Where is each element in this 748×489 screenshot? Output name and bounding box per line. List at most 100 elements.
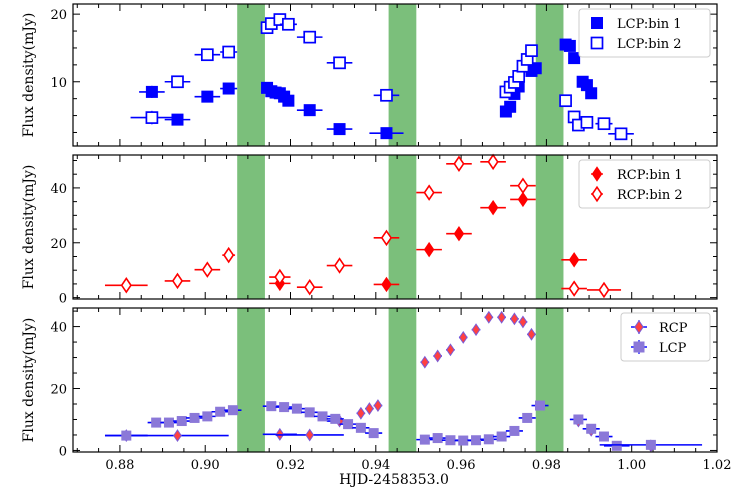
data-point bbox=[497, 310, 507, 324]
data-point bbox=[326, 257, 353, 274]
data-point bbox=[373, 229, 400, 247]
y-tick-label: 0 bbox=[59, 292, 67, 307]
series-lcp bbox=[104, 400, 703, 451]
data-point bbox=[416, 241, 442, 258]
x-tick-label: 0.88 bbox=[105, 458, 134, 473]
shaded-region-3 bbox=[535, 155, 564, 299]
marker bbox=[432, 433, 443, 444]
marker bbox=[274, 268, 286, 286]
data-point bbox=[480, 434, 498, 445]
series-rcp-bin-2 bbox=[104, 153, 622, 299]
data-point bbox=[586, 281, 622, 299]
marker bbox=[517, 191, 529, 208]
marker bbox=[518, 315, 528, 329]
plot-frame bbox=[72, 307, 718, 453]
data-point bbox=[326, 413, 344, 424]
marker bbox=[282, 17, 295, 31]
shaded-region-3 bbox=[535, 308, 564, 452]
data-point bbox=[429, 433, 447, 444]
panel-2: 0 20 40 Flux density(mJy) RCP:bin 1 RCP:bin 2 bbox=[21, 153, 718, 307]
marker bbox=[586, 423, 597, 434]
data-point bbox=[296, 30, 323, 44]
marker bbox=[611, 440, 622, 451]
data-point bbox=[510, 312, 519, 326]
marker bbox=[151, 417, 162, 428]
data-point bbox=[164, 272, 191, 290]
marker bbox=[458, 435, 469, 446]
data-point bbox=[446, 343, 455, 357]
legend-label: LCP bbox=[659, 341, 687, 356]
y-tick-label: 40 bbox=[50, 182, 67, 197]
marker bbox=[517, 177, 529, 194]
marker bbox=[222, 82, 235, 95]
marker bbox=[433, 349, 443, 363]
marker bbox=[355, 422, 366, 433]
data-point bbox=[356, 406, 366, 420]
x-tick-label: 0.92 bbox=[276, 458, 305, 473]
data-point bbox=[563, 39, 576, 52]
shaded-region-3 bbox=[535, 4, 564, 146]
data-point bbox=[504, 100, 517, 113]
panel-3: 0 20 40 Flux density(mJy) RCP LCP 0.88 0.90 0.92… bbox=[21, 307, 731, 473]
marker bbox=[145, 111, 159, 124]
marker bbox=[333, 123, 346, 136]
marker bbox=[227, 405, 238, 416]
data-point bbox=[369, 127, 404, 140]
data-point bbox=[580, 115, 594, 129]
marker bbox=[568, 280, 580, 297]
legend-label: LCP:bin 2 bbox=[617, 37, 682, 52]
data-point bbox=[527, 327, 536, 341]
series-lcp-bin-2 bbox=[130, 13, 634, 141]
marker bbox=[598, 281, 610, 299]
x-tick-label: 1.00 bbox=[617, 458, 646, 473]
data-point bbox=[139, 85, 165, 98]
marker bbox=[282, 94, 295, 107]
legend-item: RCP bbox=[631, 319, 688, 336]
legend-marker bbox=[634, 319, 644, 335]
data-point bbox=[446, 226, 472, 242]
marker bbox=[303, 104, 316, 117]
data-point bbox=[296, 278, 323, 296]
data-point bbox=[282, 94, 295, 107]
marker bbox=[559, 94, 572, 108]
marker bbox=[445, 435, 456, 446]
marker bbox=[202, 411, 213, 422]
legend-marker bbox=[591, 185, 603, 203]
legend-marker bbox=[633, 341, 645, 353]
marker bbox=[145, 85, 158, 98]
data-point bbox=[582, 423, 600, 434]
data-point bbox=[467, 435, 485, 446]
marker bbox=[420, 355, 430, 369]
marker bbox=[597, 117, 611, 131]
marker bbox=[215, 406, 226, 417]
legend-box bbox=[578, 8, 711, 58]
data-point bbox=[599, 439, 703, 450]
marker bbox=[509, 425, 520, 436]
series-rcp-bin-1 bbox=[269, 191, 587, 293]
marker bbox=[201, 90, 214, 103]
series-lcp-bin-1 bbox=[139, 38, 598, 140]
legend-box bbox=[578, 159, 711, 209]
data-point bbox=[288, 403, 306, 414]
marker bbox=[510, 312, 519, 326]
legend: LCP:bin 1 LCP:bin 2 bbox=[578, 8, 711, 58]
data-point bbox=[262, 401, 280, 412]
data-point bbox=[194, 90, 221, 103]
marker bbox=[381, 276, 392, 293]
data-point bbox=[104, 277, 148, 294]
data-point bbox=[373, 399, 383, 413]
x-axis-title: HJD-2458353.0 bbox=[339, 472, 449, 488]
marker bbox=[446, 343, 455, 357]
marker bbox=[419, 434, 430, 445]
data-point bbox=[313, 411, 332, 422]
data-point bbox=[339, 419, 357, 430]
legend-item: LCP:bin 2 bbox=[590, 36, 682, 52]
data-point bbox=[595, 117, 613, 131]
legend-item: RCP:bin 1 bbox=[591, 166, 683, 183]
data-point bbox=[173, 416, 191, 427]
data-point bbox=[164, 75, 191, 89]
data-point bbox=[275, 402, 293, 413]
data-point bbox=[433, 349, 443, 363]
marker bbox=[189, 412, 200, 423]
